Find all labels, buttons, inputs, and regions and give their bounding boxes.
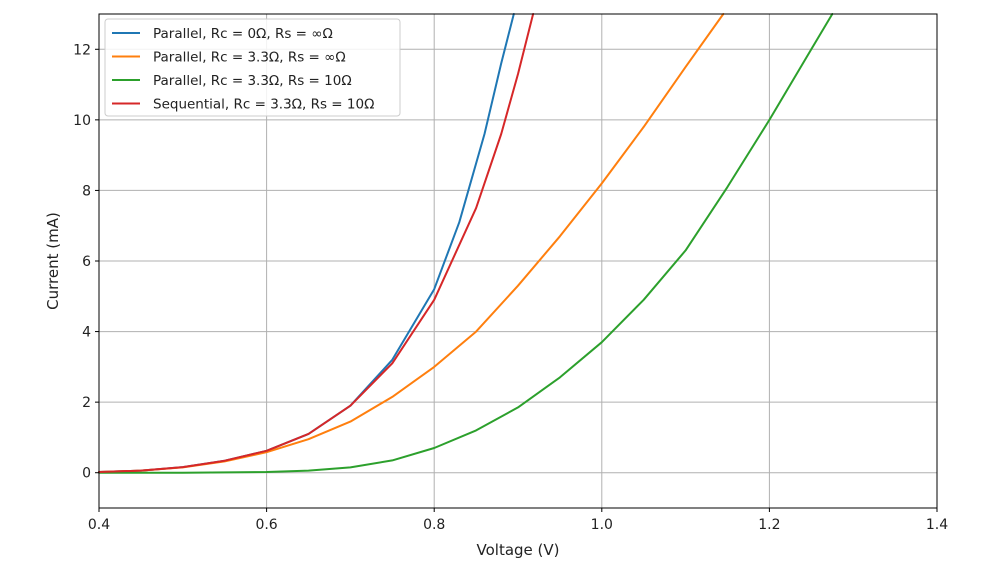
x-tick-label: 1.4 bbox=[926, 517, 948, 533]
series-line bbox=[98, 13, 834, 474]
y-axis-ticks: 0 2 4 6 8 10 12 bbox=[73, 42, 99, 482]
legend-label: Parallel, Rc = 0Ω, Rs = ∞Ω bbox=[153, 26, 333, 42]
x-tick-label: 0.6 bbox=[255, 517, 277, 533]
y-tick-label: 0 bbox=[82, 466, 91, 482]
y-tick-label: 6 bbox=[82, 254, 91, 270]
series-lines bbox=[98, 13, 834, 474]
series-line bbox=[98, 13, 535, 473]
y-tick-label: 10 bbox=[73, 113, 91, 129]
x-tick-label: 0.4 bbox=[88, 517, 110, 533]
legend-label: Sequential, Rc = 3.3Ω, Rs = 10Ω bbox=[153, 97, 374, 113]
legend-label: Parallel, Rc = 3.3Ω, Rs = 10Ω bbox=[153, 73, 352, 89]
x-tick-label: 0.8 bbox=[423, 517, 445, 533]
y-tick-label: 4 bbox=[82, 325, 91, 341]
legend-box bbox=[104, 18, 401, 117]
x-axis-label: Voltage (V) bbox=[477, 541, 560, 559]
legend: Parallel, Rc = 0Ω, Rs = ∞Ω Parallel, Rc =… bbox=[104, 18, 401, 117]
x-tick-label: 1.2 bbox=[758, 517, 780, 533]
y-tick-label: 8 bbox=[82, 183, 91, 199]
x-axis-ticks: 0.4 0.6 0.8 1.0 1.2 1.4 bbox=[88, 508, 948, 533]
y-axis-label: Current (mA) bbox=[44, 212, 62, 310]
y-tick-label: 12 bbox=[73, 42, 91, 58]
legend-label: Parallel, Rc = 3.3Ω, Rs = ∞Ω bbox=[153, 50, 346, 66]
x-tick-label: 1.0 bbox=[591, 517, 613, 533]
legend-items: Parallel, Rc = 0Ω, Rs = ∞Ω Parallel, Rc =… bbox=[112, 26, 374, 113]
y-tick-label: 2 bbox=[82, 395, 91, 411]
